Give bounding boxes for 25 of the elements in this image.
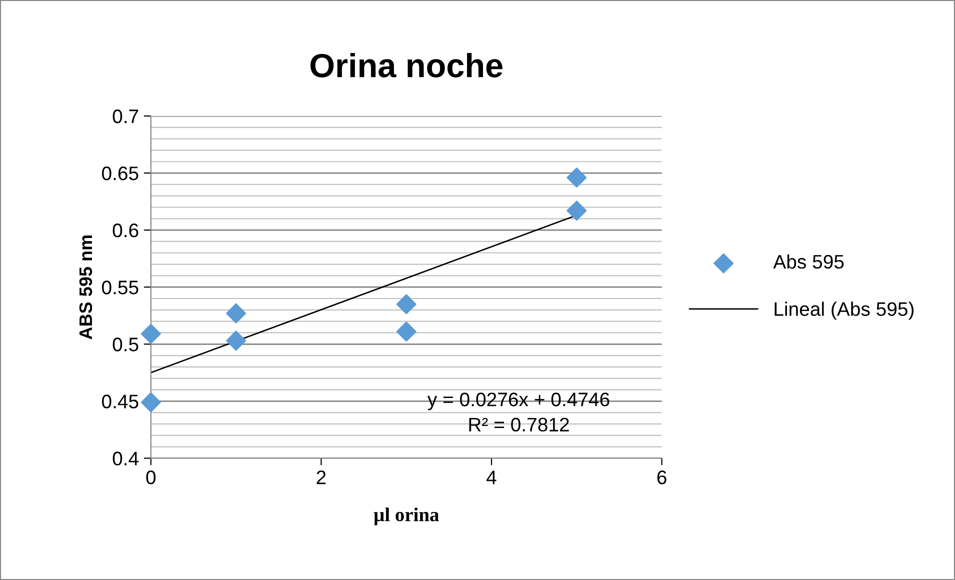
- x-tick-label: 4: [486, 470, 496, 484]
- point: [226, 330, 246, 351]
- y-tick-label: 0.5: [112, 338, 138, 352]
- point: [566, 168, 587, 188]
- point: [396, 322, 416, 342]
- x-axis-title: µl orina: [374, 508, 439, 526]
- chart-title: Orina noche: [310, 52, 502, 78]
- y-tick-label: 0.45: [102, 394, 138, 408]
- y-axis-title: ABS 595 nm: [79, 236, 92, 340]
- legend-label: Abs 595: [773, 254, 844, 269]
- point: [140, 324, 161, 344]
- x-tick-label: 6: [657, 470, 666, 484]
- point: [566, 200, 587, 221]
- y-tick-label: 0.7: [112, 109, 138, 124]
- legend-label: Lineal (Abs 595): [774, 302, 914, 320]
- x-tick-label: 0: [146, 470, 156, 484]
- y-tick-label: 0.6: [112, 224, 138, 238]
- annotation: y = 0.0276x + 0.4746 R² = 0.7812: [427, 392, 610, 432]
- point: [396, 294, 416, 314]
- point: [140, 392, 161, 412]
- y-tick-label: 0.55: [102, 280, 138, 294]
- x-tick-label: 2: [316, 470, 326, 484]
- point: [226, 303, 246, 324]
- y-tick-label: 0.65: [102, 166, 138, 180]
- y-tick-label: 0.4: [112, 452, 139, 466]
